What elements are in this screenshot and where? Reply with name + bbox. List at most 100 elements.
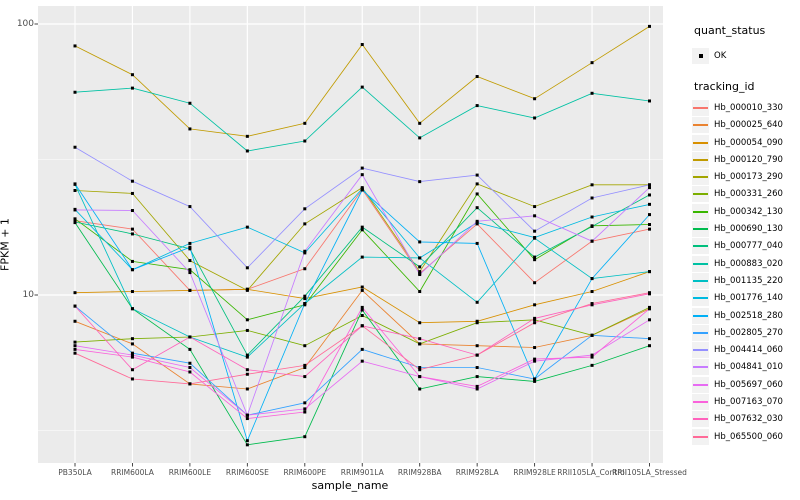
legend-item-ok: OK <box>692 47 800 64</box>
data-point <box>130 290 134 294</box>
data-point <box>590 61 594 65</box>
legend-item-Hb_000120_790: Hb_000120_790 <box>692 151 800 168</box>
legend-item-label: Hb_004841_010 <box>714 362 783 373</box>
line-swatch-icon <box>692 151 709 168</box>
data-point <box>73 319 77 323</box>
data-point <box>533 316 537 320</box>
data-point <box>475 182 479 186</box>
data-point <box>73 182 77 186</box>
line-swatch-icon <box>692 393 709 410</box>
data-point <box>590 333 594 337</box>
line-swatch-icon <box>692 203 709 220</box>
data-point <box>303 222 307 226</box>
data-point <box>533 235 537 239</box>
data-point <box>188 205 192 209</box>
data-point <box>303 267 307 271</box>
data-point <box>418 337 422 341</box>
data-point <box>648 202 651 206</box>
legend-item-Hb_002805_270: Hb_002805_270 <box>692 324 800 341</box>
data-point <box>360 173 364 177</box>
line-swatch-icon <box>692 342 709 359</box>
data-point <box>418 180 422 184</box>
data-point <box>188 268 192 272</box>
legend-item-Hb_000342_130: Hb_000342_130 <box>692 203 800 220</box>
line-swatch-icon <box>692 186 709 203</box>
data-point <box>418 387 422 391</box>
data-point <box>245 318 249 322</box>
data-point <box>418 240 422 244</box>
data-point <box>590 215 594 219</box>
legend-item-Hb_000690_130: Hb_000690_130 <box>692 220 800 238</box>
data-point <box>245 328 249 332</box>
data-point <box>303 363 307 367</box>
data-point <box>73 189 77 193</box>
data-point <box>303 435 307 439</box>
data-point <box>73 304 77 308</box>
data-point <box>188 245 192 249</box>
data-point <box>475 206 479 210</box>
data-point <box>533 377 537 381</box>
data-point <box>245 387 249 391</box>
data-point <box>590 355 594 359</box>
data-point <box>475 366 479 370</box>
data-point <box>303 366 307 370</box>
data-point <box>533 97 537 101</box>
data-point <box>73 347 77 351</box>
data-point <box>590 183 594 187</box>
data-point <box>590 277 594 281</box>
data-point <box>188 347 192 351</box>
data-point <box>130 191 134 195</box>
data-point <box>245 413 249 417</box>
data-point <box>533 346 537 350</box>
line-swatch-icon <box>692 117 709 134</box>
data-point <box>360 314 364 318</box>
data-point <box>303 121 307 125</box>
data-point <box>245 439 249 443</box>
data-point <box>188 335 192 339</box>
data-point <box>73 344 77 348</box>
legend-item-Hb_002518_280: Hb_002518_280 <box>692 307 800 324</box>
line-swatch-icon <box>692 169 709 186</box>
legend-item-label: Hb_005697_060 <box>714 379 783 390</box>
data-point <box>303 294 307 298</box>
data-point <box>303 251 307 255</box>
legend-item-label: Hb_000025_640 <box>714 120 783 131</box>
data-point <box>590 91 594 95</box>
data-point <box>245 134 249 138</box>
ok-square-point-icon <box>692 47 709 64</box>
legend-item-label: Hb_002805_270 <box>714 327 783 338</box>
legend-item-label: Hb_000054_090 <box>714 137 783 148</box>
data-point <box>130 179 134 183</box>
data-point <box>648 186 651 190</box>
data-point <box>418 265 422 269</box>
data-point <box>130 227 134 231</box>
legend-item-label: Hb_007163_070 <box>714 396 783 407</box>
data-point <box>130 268 134 272</box>
data-point <box>475 75 479 79</box>
line-swatch-icon <box>692 411 709 428</box>
data-point <box>475 384 479 388</box>
data-point <box>475 353 479 357</box>
data-point <box>188 247 192 251</box>
data-point <box>73 220 77 224</box>
line-swatch-icon <box>692 99 709 116</box>
data-point <box>533 357 537 361</box>
data-point <box>130 337 134 341</box>
legend-item-Hb_000054_090: Hb_000054_090 <box>692 134 800 151</box>
data-point <box>418 256 422 260</box>
data-point <box>303 375 307 379</box>
data-point <box>360 359 364 363</box>
legend-item-label: OK <box>714 50 727 61</box>
data-point <box>475 344 479 348</box>
legend-item-Hb_000010_330: Hb_000010_330 <box>692 99 800 116</box>
data-point <box>648 307 651 311</box>
legend-item-label: Hb_000331_260 <box>714 189 783 200</box>
data-point <box>245 443 249 447</box>
data-point <box>303 249 307 253</box>
data-point <box>188 127 192 131</box>
line-swatch-icon <box>692 272 709 289</box>
data-point <box>360 85 364 89</box>
data-point <box>533 116 537 120</box>
data-point <box>475 241 479 245</box>
data-point <box>475 192 479 196</box>
